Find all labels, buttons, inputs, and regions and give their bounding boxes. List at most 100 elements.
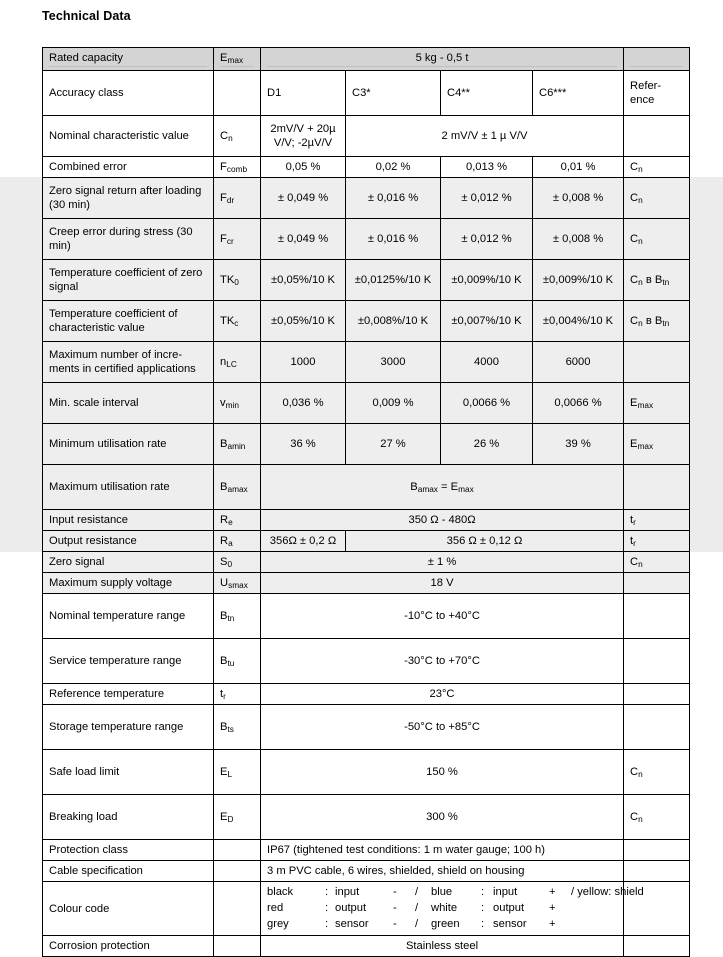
cell-cable-specification-span: 3 m PVC cable, 6 wires, shielded, shield… [259, 860, 625, 882]
table-row-minimum-utilisation-rate: Minimum utilisation rate Bamin 36 % 27 % 26 … [42, 423, 691, 465]
colour-colon-2: : [325, 902, 329, 915]
cell-output-resistance-col1: 356Ω ± 0,2 Ω [260, 530, 346, 552]
row-label-output-resistance: Output resistance [42, 530, 214, 552]
accuracy-class-4: C6*** [531, 70, 625, 116]
row-symbol-temperature-coefficient-zero-signal: TK0 [213, 259, 261, 301]
colour-slash-2: / [415, 902, 419, 915]
colour-name-2: red [267, 902, 284, 915]
row-symbol-cable-specification [213, 860, 261, 882]
colour-colon2-1: : [481, 886, 485, 898]
table-row-colour-code: Colour code black: input - / blue: input + / yel… [42, 880, 691, 937]
row-label-service-temperature-range: Service temperature range [42, 638, 214, 684]
table-row-nominal-temperature-range: Nominal temperature range Btn -10°C to +40… [42, 593, 691, 639]
cell-minimum-utilisation-rate-col2: 27 % [345, 423, 441, 465]
cell-storage-temperature-range-reference [623, 704, 691, 750]
row-symbol-safe-load-limit: EL [213, 749, 261, 795]
row-symbol-corrosion-protection [213, 935, 261, 957]
row-label-colour-code: Colour code [42, 880, 214, 937]
row-symbol-nominal-characteristic-value: Cn [213, 115, 261, 157]
table-row-protection-class: Protection class IP67 (tightened test con… [42, 839, 691, 861]
cell-zero-signal-return-after-loading-col2: ± 0,016 % [345, 177, 441, 219]
row-label-temperature-coefficient-characteristic-value: Temperature coefficient of characteristi… [42, 300, 214, 342]
cell-combined-error-col3: 0,013 % [440, 156, 533, 178]
colour-sign2-3: + [549, 918, 556, 931]
table-row-combined-error: Combined error Fcomb 0,05 % 0,02 % 0,013 % 0,… [42, 156, 691, 178]
reference-column-heading: Refer-ence [623, 70, 691, 116]
cell-temperature-coefficient-characteristic-value-col3: ±0,007%/10 K [440, 300, 533, 342]
table-row-service-temperature-range: Service temperature range Btu -30°C to +70… [42, 638, 691, 684]
cell-nominal-characteristic-value-reference [623, 115, 691, 157]
cell-minimum-utilisation-rate-col3: 26 % [440, 423, 533, 465]
row-symbol-maximum-number-of-increments: nLC [213, 341, 261, 383]
table-row-output-resistance: Output resistance Ra 356Ω ± 0,2 Ω 356 Ω ± 0… [42, 530, 691, 552]
document-page: Technical Data Rated capacity Emax 5 kg - … [0, 9, 723, 957]
cell-creep-error-during-stress-col4: ± 0,008 % [531, 218, 625, 260]
cell-corrosion-protection-span: Stainless steel [259, 935, 625, 957]
cell-cable-specification-reference [623, 860, 691, 882]
cell-combined-error-col4: 0,01 % [531, 156, 625, 178]
table-row-input-resistance: Input resistance Re 350 Ω - 480Ω tr [42, 509, 691, 531]
cell-min-scale-interval-col4: 0,0066 % [531, 382, 625, 424]
row-label-minimum-utilisation-rate: Minimum utilisation rate [42, 423, 214, 465]
colour-sign2-2: + [549, 902, 556, 915]
cell-maximum-number-of-increments-col2: 3000 [345, 341, 441, 383]
accuracy-class-3: C4** [440, 70, 533, 116]
row-label-maximum-number-of-increments: Maximum number of incre-ments in certifi… [42, 341, 214, 383]
cell-zero-signal-return-after-loading-reference: Cn [623, 177, 691, 219]
table-row-maximum-utilisation-rate: Maximum utilisation rate Bamax Bamax = Ema… [42, 464, 691, 510]
colour-fn2-2: output [493, 902, 525, 915]
cell-zero-signal-return-after-loading-col3: ± 0,012 % [440, 177, 533, 219]
table-row-corrosion-protection: Corrosion protection Stainless steel [42, 935, 691, 957]
cell-corrosion-protection-reference [623, 935, 691, 957]
cell-temperature-coefficient-characteristic-value-col2: ±0,008%/10 K [345, 300, 441, 342]
table-row-safe-load-limit: Safe load limit EL 150 % Cn [42, 749, 691, 795]
colour-slash-1: / [415, 886, 419, 898]
row-symbol-nominal-temperature-range: Btn [213, 593, 261, 639]
cell-maximum-number-of-increments-col4: 6000 [531, 341, 625, 383]
cell-maximum-number-of-increments-reference [623, 341, 691, 383]
cell-safe-load-limit-span: 150 % [259, 749, 625, 795]
cell-breaking-load-span: 300 % [259, 794, 625, 840]
table-row-min-scale-interval: Min. scale interval vmin 0,036 % 0,009 % 0,0… [42, 382, 691, 424]
cell-output-resistance-merged: 356 Ω ± 0,12 Ω [344, 530, 625, 552]
colour-fn-1: input [335, 886, 360, 898]
cell-temperature-coefficient-zero-signal-reference: Cn в Btn [623, 259, 691, 301]
colour-sign-1: - [393, 886, 397, 898]
table-row-zero-signal-return-after-loading: Zero signal return after loading (30 min… [42, 177, 691, 219]
cell-temperature-coefficient-zero-signal-col3: ±0,009%/10 K [440, 259, 533, 301]
row-label-nominal-characteristic-value: Nominal characteristic value [42, 115, 214, 157]
cell-temperature-coefficient-zero-signal-col2: ±0,0125%/10 K [345, 259, 441, 301]
cell-temperature-coefficient-characteristic-value-col4: ±0,004%/10 K [531, 300, 625, 342]
cell-temperature-coefficient-characteristic-value-reference: Cn в Btn [623, 300, 691, 342]
cell-maximum-supply-voltage-span: 18 V [259, 572, 625, 594]
colour-sign-3: - [393, 918, 397, 931]
accuracy-class-2: C3* [345, 70, 441, 116]
table-row-temperature-coefficient-zero-signal: Temperature coefficient of zero signal TK… [42, 259, 691, 301]
colour-fn-3: sensor [335, 918, 369, 931]
row-label-zero-signal-return-after-loading: Zero signal return after loading (30 min… [42, 177, 214, 219]
cell-min-scale-interval-col2: 0,009 % [345, 382, 441, 424]
cell-maximum-number-of-increments-col3: 4000 [440, 341, 533, 383]
table-row-cable-specification: Cable specification 3 m PVC cable, 6 wire… [42, 860, 691, 882]
colour-name-3: grey [267, 918, 289, 931]
row-label-maximum-utilisation-rate: Maximum utilisation rate [42, 464, 214, 510]
cell-zero-signal-return-after-loading-col1: ± 0,049 % [260, 177, 346, 219]
row-symbol-accuracy-class [213, 70, 261, 116]
row-symbol-creep-error-during-stress: Fcr [213, 218, 261, 260]
colour-sign2-1: + [549, 886, 556, 898]
row-symbol-protection-class [213, 839, 261, 861]
colour-name2-1: blue [431, 886, 453, 898]
cell-temperature-coefficient-zero-signal-col4: ±0,009%/10 K [531, 259, 625, 301]
cell-reference-temperature-reference [623, 683, 691, 705]
header-rated-capacity-value: 5 kg - 0,5 t [259, 47, 625, 71]
header-parameter-label: Rated capacity [42, 47, 214, 71]
page-title: Technical Data [42, 9, 131, 23]
cell-maximum-number-of-increments-col1: 1000 [260, 341, 346, 383]
colour-colon2-2: : [481, 902, 485, 915]
colour-tail-3 [571, 917, 644, 932]
cell-nominal-characteristic-value-merged: 2 mV/V ± 1 µ V/V [344, 115, 625, 157]
cell-output-resistance-reference: tr [623, 530, 691, 552]
header-reference-blank [623, 47, 691, 71]
cell-protection-class-span: IP67 (tightened test conditions: 1 m wat… [259, 839, 625, 861]
colour-colon-3: : [325, 918, 329, 931]
